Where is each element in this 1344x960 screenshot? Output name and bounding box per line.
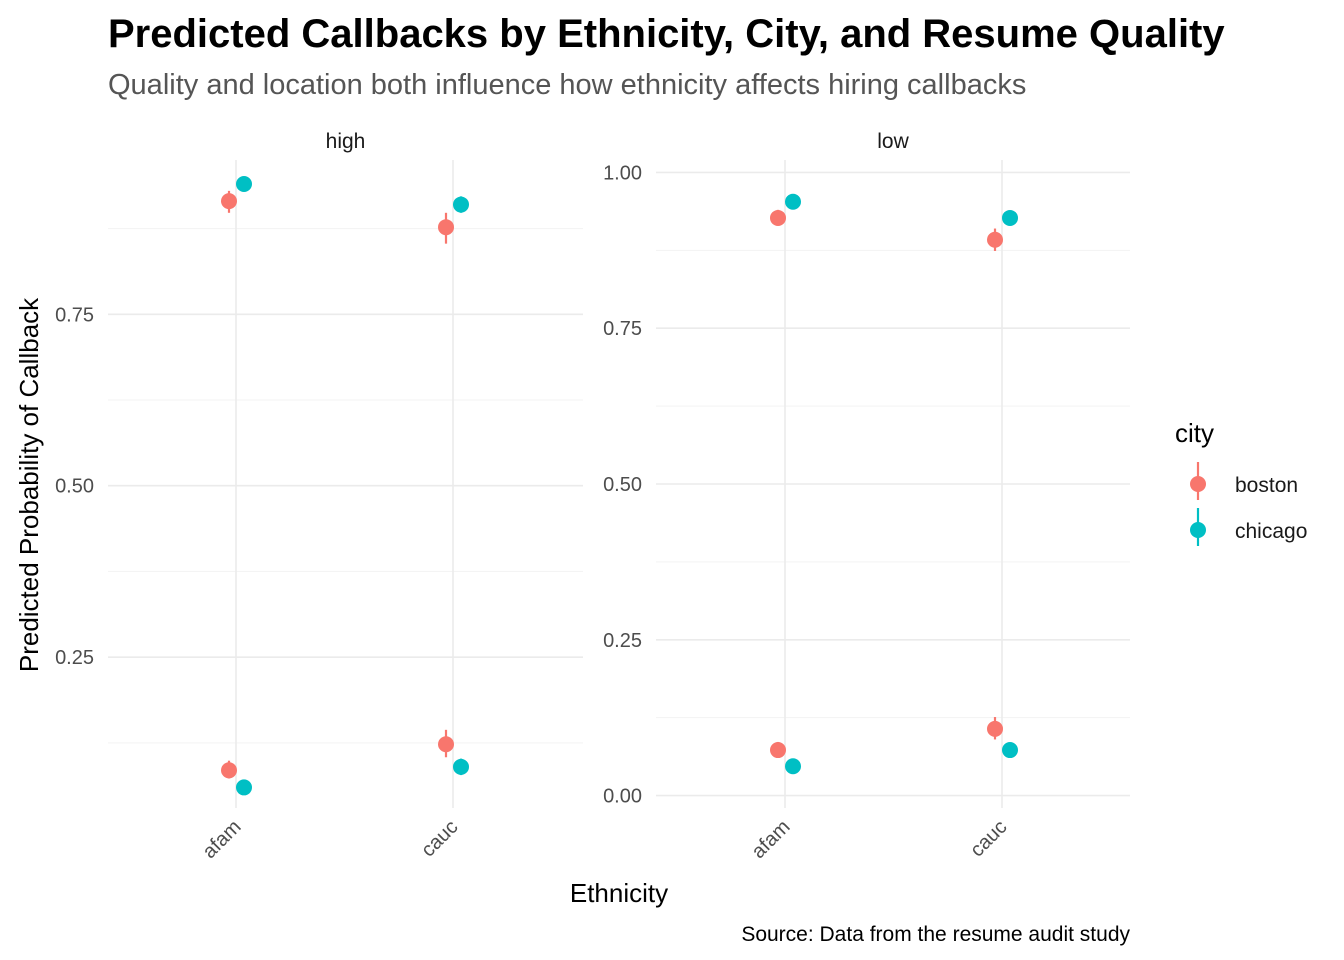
point-marker <box>438 219 454 236</box>
point-marker <box>770 742 786 759</box>
point-marker <box>785 758 801 775</box>
point-marker <box>987 231 1003 248</box>
y-axis-title: Predicted Probability of Callback <box>14 297 44 672</box>
point-marker <box>221 193 237 210</box>
chart-title: Predicted Callbacks by Ethnicity, City, … <box>108 12 1225 56</box>
data-point-chicago <box>785 193 801 210</box>
legend-label: boston <box>1235 474 1298 497</box>
point-marker <box>438 736 454 753</box>
legend-title: city <box>1175 418 1214 448</box>
data-point-boston <box>770 741 786 759</box>
x-tick-label-afam: afam <box>199 816 246 863</box>
data-point-boston <box>770 209 786 226</box>
data-point-chicago <box>453 196 469 213</box>
facet-panel-high: 0.25 0.50 0.75 high afam cauc <box>55 130 583 863</box>
x-tick-label-cauc: cauc <box>417 816 462 861</box>
y-tick-label: 0.75 <box>603 318 642 340</box>
point-marker <box>221 762 237 779</box>
point-marker <box>770 209 786 226</box>
data-point-boston <box>221 760 237 779</box>
facet-panel-low: 0.00 0.25 0.50 0.75 1.00 low afam cauc <box>603 130 1130 863</box>
x-tick-label-cauc: cauc <box>966 816 1011 861</box>
point-marker <box>1002 209 1018 226</box>
data-point-chicago <box>236 779 252 796</box>
y-tick-label: 0.75 <box>55 304 94 326</box>
data-point-boston <box>987 228 1003 251</box>
data-point-chicago <box>453 758 469 776</box>
point-marker <box>236 779 252 796</box>
data-point-boston <box>221 190 237 213</box>
point-marker <box>453 758 469 775</box>
data-point-chicago <box>236 176 252 192</box>
point-marker <box>1002 742 1018 759</box>
x-tick-label-afam: afam <box>748 816 795 863</box>
x-axis-title: Ethnicity <box>570 878 668 908</box>
point-marker <box>987 720 1003 737</box>
data-point-boston <box>438 729 454 758</box>
y-tick-label: 0.00 <box>603 786 642 808</box>
y-tick-label: 0.50 <box>603 474 642 496</box>
data-point-boston <box>987 717 1003 740</box>
legend-item-chicago: chicago <box>1190 508 1307 546</box>
data-point-boston <box>438 212 454 244</box>
data-point-chicago <box>1002 742 1018 759</box>
point-marker <box>453 196 469 213</box>
data-point-chicago <box>785 758 801 775</box>
legend-label: chicago <box>1235 520 1307 543</box>
y-tick-label: 0.25 <box>55 647 94 669</box>
y-tick-label: 0.50 <box>55 476 94 498</box>
chart-caption: Source: Data from the resume audit study <box>741 923 1130 946</box>
legend-item-boston: boston <box>1190 462 1298 500</box>
data-point-chicago <box>1002 209 1018 226</box>
y-tick-label: 0.25 <box>603 630 642 652</box>
point-marker <box>236 176 252 192</box>
chart-subtitle: Quality and location both influence how … <box>108 69 1026 101</box>
facet-panels: 0.25 0.50 0.75 high afam cauc 0.00 0.25 0.50 0.75… <box>55 130 1130 863</box>
legend-key-marker <box>1190 476 1206 492</box>
legend: city boston chicago <box>1175 418 1307 546</box>
facet-label-low: low <box>877 130 909 153</box>
point-marker <box>785 193 801 210</box>
y-tick-label: 1.00 <box>603 162 642 184</box>
legend-key-marker <box>1190 522 1206 538</box>
facet-label-high: high <box>326 130 366 153</box>
